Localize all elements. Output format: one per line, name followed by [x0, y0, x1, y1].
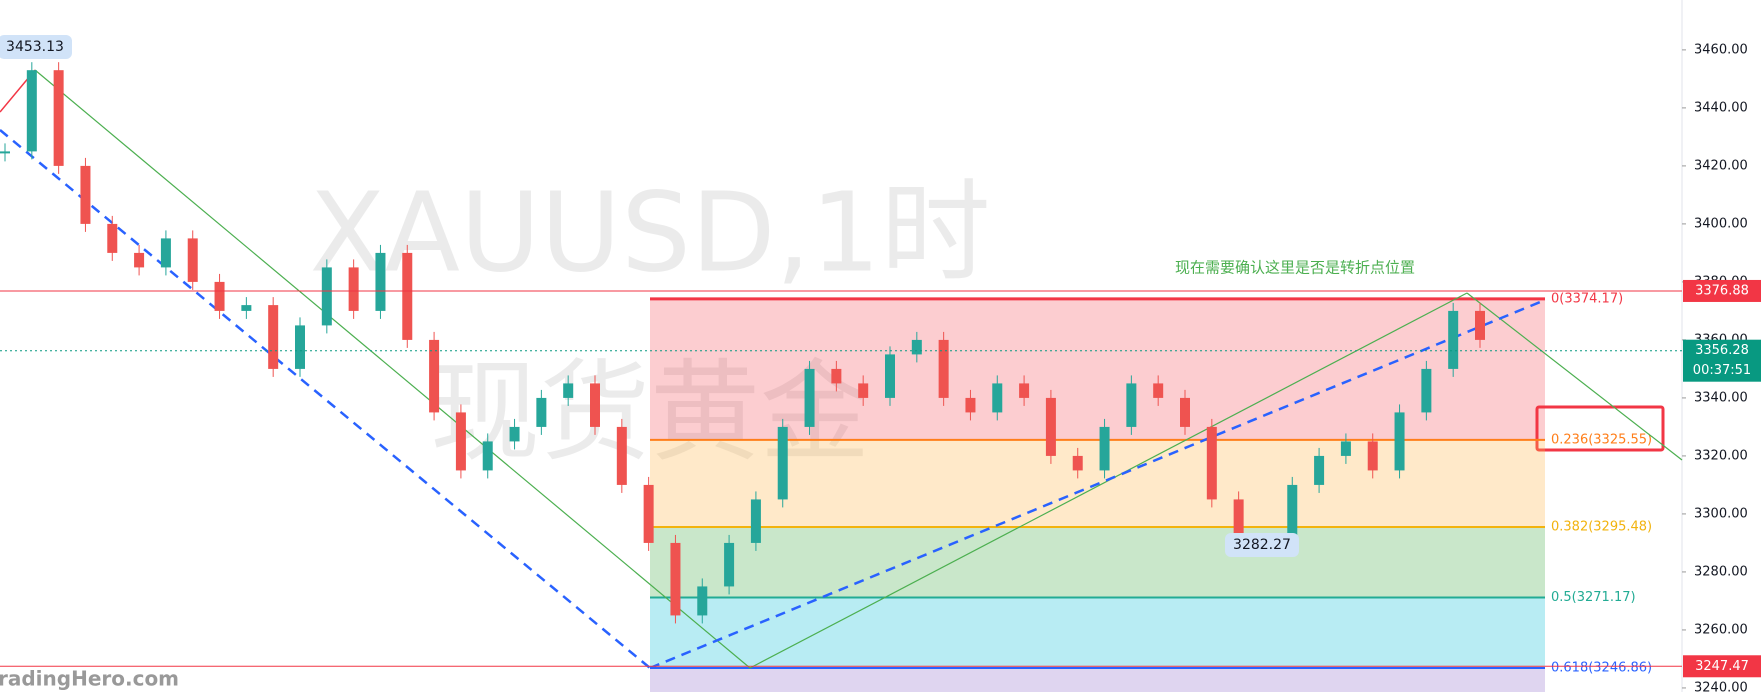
candle — [1448, 310, 1459, 369]
candle — [965, 397, 976, 413]
annotation: 现在需要确认这里是否是转折点位置 — [1175, 259, 1415, 277]
candle — [53, 70, 64, 166]
y-tick-label: 3300.00 — [1694, 506, 1748, 521]
candle — [1475, 310, 1485, 340]
candle — [670, 542, 681, 616]
point-label-bg — [0, 35, 72, 59]
y-tick-label: 3280.00 — [1694, 564, 1748, 579]
candle — [1367, 441, 1378, 471]
fib-label: 0.236(3325.55) — [1551, 432, 1652, 447]
candle — [107, 223, 118, 253]
fib-label: 0(3374.17) — [1551, 291, 1623, 306]
candle — [295, 325, 305, 369]
y-tick-label: 3460.00 — [1694, 42, 1748, 57]
candle — [402, 252, 413, 340]
y-tick-label: 3320.00 — [1694, 448, 1748, 463]
trend-line — [1466, 292, 1683, 461]
candle — [911, 339, 922, 355]
candle — [724, 542, 735, 587]
candle — [1287, 484, 1298, 549]
candle — [241, 305, 252, 311]
candle — [1153, 383, 1164, 398]
y-tick-label: 3440.00 — [1694, 100, 1748, 115]
candle — [804, 368, 815, 427]
y-tick-label: 3420.00 — [1694, 158, 1748, 173]
price-badge-label: 3247.47 — [1695, 659, 1749, 674]
candle — [348, 267, 359, 311]
countdown: 00:37:51 — [1693, 363, 1751, 378]
candle — [160, 238, 171, 268]
point-label: 3282.27 — [1233, 537, 1291, 553]
candle — [590, 383, 600, 427]
candle — [992, 383, 1003, 413]
candle — [697, 586, 708, 616]
candle — [1394, 412, 1405, 471]
candle — [885, 354, 895, 398]
candle — [616, 426, 627, 485]
candle — [321, 267, 332, 326]
candle — [1421, 368, 1432, 413]
candle — [1099, 426, 1110, 471]
candle — [80, 165, 91, 224]
candle — [1019, 383, 1030, 398]
candle — [563, 383, 574, 398]
trend-line — [0, 129, 651, 669]
candle — [268, 305, 279, 369]
watermark: XAUUSD,1时 — [309, 168, 990, 296]
price-badge-label: 3376.88 — [1695, 283, 1749, 298]
candle — [1072, 455, 1083, 471]
fib-zone — [650, 298, 1545, 440]
fib-zone — [650, 527, 1545, 598]
candle — [429, 339, 440, 413]
fib-zone — [650, 597, 1545, 669]
candle — [938, 339, 949, 398]
point-label-bg — [1225, 533, 1299, 557]
candle — [134, 252, 145, 268]
candle — [777, 426, 788, 500]
watermark: 现货黄金 — [430, 348, 870, 476]
logo: radingHero.com — [0, 667, 179, 691]
candle — [643, 484, 654, 543]
candle — [455, 412, 466, 471]
candle — [1206, 426, 1217, 500]
y-tick-label: 3240.00 — [1694, 680, 1748, 692]
y-tick-label: 3400.00 — [1694, 216, 1748, 231]
candle — [1314, 455, 1325, 485]
candle — [858, 383, 869, 398]
price-badge — [1683, 339, 1761, 382]
candle — [26, 70, 37, 152]
candle — [1045, 397, 1056, 456]
highlight-box — [1535, 405, 1665, 452]
price-badge — [1683, 655, 1761, 678]
fib-label: 0.5(3271.17) — [1551, 590, 1636, 605]
candle — [831, 368, 842, 384]
candle — [375, 252, 386, 311]
fib-label: 0.618(3246.86) — [1551, 661, 1652, 676]
candle — [1233, 499, 1244, 543]
fib-label: 0.382(3295.48) — [1551, 520, 1652, 535]
point-label: 3453.13 — [6, 39, 64, 55]
trend-line — [34, 69, 751, 669]
price-badge — [1683, 279, 1761, 302]
candle — [187, 238, 198, 282]
candle — [509, 426, 520, 442]
candle — [1180, 397, 1190, 427]
candle — [214, 281, 225, 311]
y-tick-label: 3260.00 — [1694, 622, 1748, 637]
trend-line — [649, 298, 1546, 670]
fib-zone — [650, 668, 1545, 692]
price-badge-label: 3356.28 — [1695, 343, 1749, 358]
y-tick-label: 3340.00 — [1694, 390, 1748, 405]
candle — [1126, 383, 1137, 427]
candle — [750, 499, 761, 543]
candle — [0, 151, 10, 154]
candle — [536, 397, 547, 427]
candle — [1340, 441, 1351, 456]
candle — [482, 441, 493, 471]
